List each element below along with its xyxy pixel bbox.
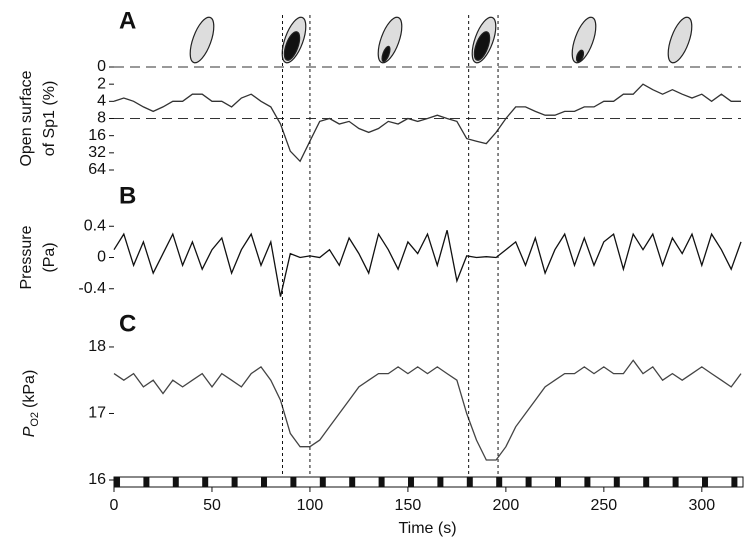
y-tick-label: 0 (97, 58, 106, 75)
y-tick-label: 8 (97, 110, 106, 127)
y-tick-label: 2 (97, 75, 106, 92)
x-tick-label: 150 (395, 497, 422, 514)
trace (113, 230, 742, 297)
y-axis-label-sub: O2 (29, 412, 41, 427)
y-tick-label: 17 (88, 405, 106, 422)
trace (113, 359, 742, 461)
x-tick-label: 200 (493, 497, 520, 514)
y-tick-label: 64 (88, 161, 106, 178)
y-tick-label: 0.4 (84, 217, 106, 234)
x-tick-label: 100 (297, 497, 324, 514)
y-axis-label: Pressure (18, 225, 35, 289)
y-tick-label: 0 (97, 249, 106, 266)
y-axis-label: of Sp1 (%) (41, 81, 58, 157)
y-tick-label: -0.4 (78, 280, 106, 297)
ventilation-bar (113, 476, 744, 488)
x-tick-label: 50 (203, 497, 221, 514)
x-tick-label: 250 (590, 497, 617, 514)
panel-label: B (119, 182, 136, 209)
x-axis-label: Time (s) (398, 520, 456, 537)
y-axis-label: Open surface (18, 70, 35, 166)
trace (113, 83, 741, 163)
y-tick-label: 16 (88, 127, 106, 144)
y-tick-label: 32 (88, 144, 106, 161)
panel-label: A (119, 7, 136, 34)
x-tick-label: 0 (110, 497, 119, 514)
spiracle-icons (189, 16, 693, 64)
y-axis-label-main: P (21, 426, 38, 437)
y-tick-label: 18 (88, 338, 106, 355)
panel-label: C (119, 310, 136, 337)
y-axis-label-unit: (kPa) (21, 370, 38, 408)
y-axis-label: (Pa) (41, 242, 58, 272)
y-axis-label: PO2 (kPa) (21, 370, 41, 438)
y-tick-label: 4 (97, 93, 106, 110)
y-tick-label: 16 (88, 471, 106, 488)
x-tick-label: 300 (688, 497, 715, 514)
